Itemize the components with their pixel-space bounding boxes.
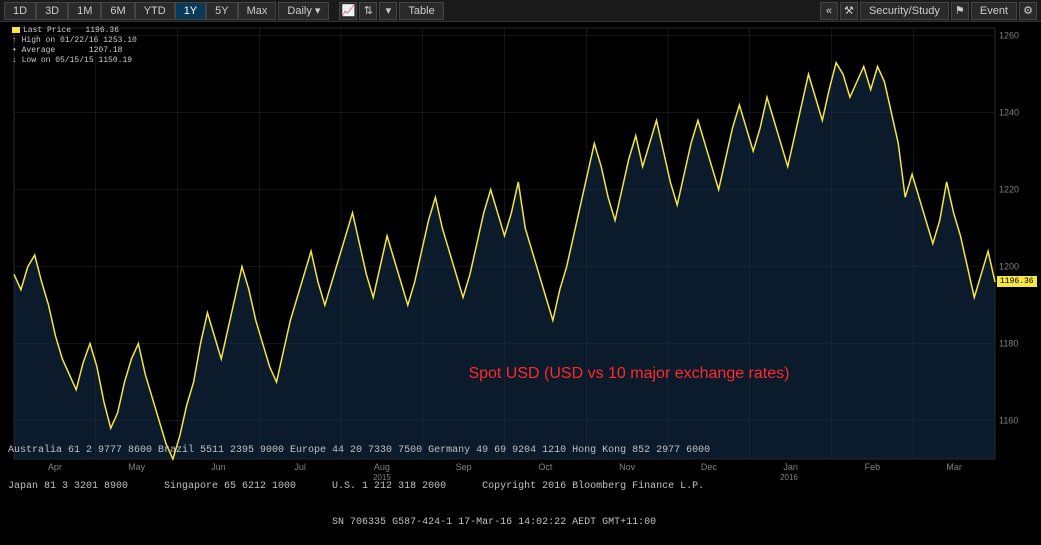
toolbar: 1D3D1M6MYTD1Y5YMax Daily ▾ 📈 ⇅ ▾ Table «… xyxy=(0,0,1041,22)
svg-text:1220: 1220 xyxy=(999,185,1019,195)
chart-legend: Last Price 1196.36 ↑ High on 01/22/16 12… xyxy=(12,26,137,66)
legend-last-value: 1196.36 xyxy=(85,26,119,35)
frequency-dropdown[interactable]: Daily ▾ xyxy=(278,2,329,20)
svg-text:1180: 1180 xyxy=(999,339,1018,349)
tools-icon[interactable]: ⚒ xyxy=(840,2,858,20)
toolbar-right: « ⚒ Security/Study ⚑ Event ⚙ xyxy=(820,2,1037,20)
range-button-6m[interactable]: 6M xyxy=(101,2,134,20)
svg-text:1260: 1260 xyxy=(999,31,1019,41)
legend-avg-value: 1207.18 xyxy=(89,46,123,55)
compare-icon[interactable]: ⇅ xyxy=(359,2,377,20)
range-button-5y[interactable]: 5Y xyxy=(206,2,237,20)
footer-line-1: Australia 61 2 9777 8600 Brazil 5511 239… xyxy=(8,445,1033,457)
footer: Australia 61 2 9777 8600 Brazil 5511 239… xyxy=(8,421,1033,541)
frequency-label: Daily xyxy=(287,4,311,18)
range-button-max[interactable]: Max xyxy=(238,2,277,20)
svg-text:1200: 1200 xyxy=(999,262,1019,272)
last-price-tag: 1196.36 xyxy=(997,276,1037,287)
range-button-3d[interactable]: 3D xyxy=(36,2,68,20)
event-button[interactable]: Event xyxy=(971,2,1017,20)
range-button-1m[interactable]: 1M xyxy=(68,2,101,20)
chevron-down-icon: ▾ xyxy=(315,4,321,18)
collapse-icon[interactable]: « xyxy=(820,2,838,20)
chart-annotation: Spot USD (USD vs 10 major exchange rates… xyxy=(468,365,789,383)
footer-line-2: Japan 81 3 3201 8900 Singapore 65 6212 1… xyxy=(8,481,1033,493)
legend-swatch xyxy=(12,27,20,33)
legend-last-label: Last Price xyxy=(23,26,71,35)
security-study-button[interactable]: Security/Study xyxy=(860,2,949,20)
legend-low-value: 1150.19 xyxy=(98,56,132,65)
flag-icon[interactable]: ⚑ xyxy=(951,2,969,20)
table-button[interactable]: Table xyxy=(399,2,443,20)
chart-type-icon[interactable]: 📈 xyxy=(339,2,357,20)
range-button-1y[interactable]: 1Y xyxy=(175,2,206,20)
range-button-group: 1D3D1M6MYTD1Y5YMax xyxy=(4,2,276,20)
gear-icon[interactable]: ⚙ xyxy=(1019,2,1037,20)
chart-area: 116011801200122012401260AprMayJunJulAugS… xyxy=(8,22,1033,483)
line-chart: 116011801200122012401260AprMayJunJulAugS… xyxy=(8,22,1033,483)
svg-text:1240: 1240 xyxy=(999,108,1019,118)
legend-avg-label: Average xyxy=(22,46,56,55)
range-button-ytd[interactable]: YTD xyxy=(135,2,175,20)
footer-line-3: SN 706335 G587-424-1 17-Mar-16 14:02:22 … xyxy=(8,517,1033,529)
legend-low-label: Low on 05/15/15 xyxy=(22,56,94,65)
range-button-1d[interactable]: 1D xyxy=(4,2,36,20)
dropdown-icon[interactable]: ▾ xyxy=(379,2,397,20)
legend-high-value: 1253.10 xyxy=(103,36,137,45)
legend-high-label: High on 01/22/16 xyxy=(22,36,99,45)
